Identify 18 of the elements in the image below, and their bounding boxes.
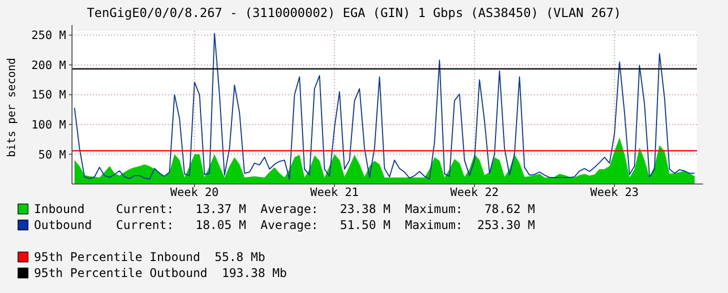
legend-label: Inbound xyxy=(34,202,85,216)
y-axis-title: bits per second xyxy=(5,58,18,158)
y-tick-label: 200 M xyxy=(31,58,66,72)
text: Current: 18.05 M Average: 51.50 M Maximum: 253.30 M xyxy=(116,218,536,232)
legend-label: 95th Percentile Inbound 55.8 Mb xyxy=(34,250,266,264)
y-tick-label: 150 M xyxy=(31,88,66,102)
y-tick-label: 50 M xyxy=(38,147,66,162)
legend-label: Outbound xyxy=(34,218,92,232)
x-tick-label: Week 22 xyxy=(450,185,499,199)
legend-label: 95th Percentile Outbound 193.38 Mb xyxy=(34,266,287,280)
chart-title: TenGigE0/0/0/8.267 - (3110000002) EGA (GIN) 1 Gbps (AS38450) (VLAN 267) xyxy=(86,5,622,20)
x-tick-label: Week 21 xyxy=(310,185,359,199)
x-tick-label: Week 23 xyxy=(590,185,639,199)
line-series xyxy=(74,32,695,180)
y-tick-label: 250 M xyxy=(31,28,66,42)
text: Current: 13.37 M Average: 23.38 M Maximum: 78.62 M xyxy=(116,202,536,216)
x-tick-label: Week 20 xyxy=(170,185,219,199)
y-tick-label: 100 M xyxy=(31,117,66,132)
